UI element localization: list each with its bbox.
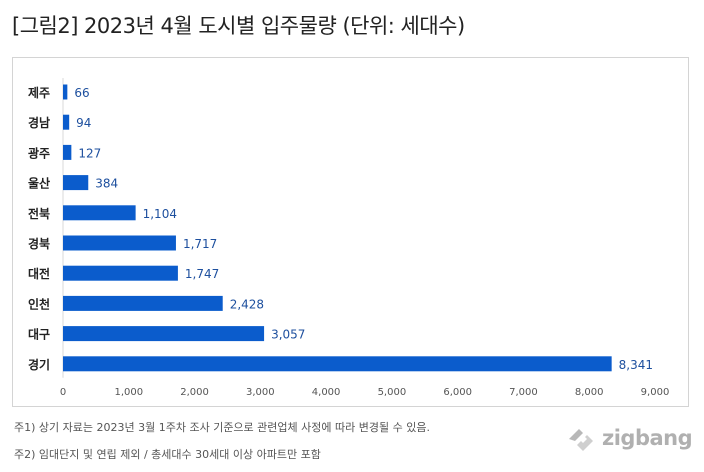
value-label: 2,428: [230, 297, 264, 311]
brand-logo: zigbang: [566, 424, 693, 452]
category-label: 경기: [28, 357, 50, 372]
bar: [63, 175, 89, 191]
x-tick-label: 1,000: [114, 387, 143, 398]
chart-area: 0 1,000 2,000 3,000 4,000 5,000 6,000 7,000 8,00…: [12, 57, 689, 407]
x-tick-label: 0: [60, 387, 66, 398]
bar: [63, 356, 612, 372]
category-label: 대구: [28, 328, 50, 342]
value-label: 384: [95, 177, 118, 191]
bar: [63, 114, 70, 130]
value-label: 1,104: [143, 207, 177, 221]
footnote-1: 주1) 상기 자료는 2023년 3월 1주차 조사 기준으로 관련업체 사정에…: [14, 421, 430, 434]
bar-chart: 0 1,000 2,000 3,000 4,000 5,000 6,000 7,000 8,00…: [28, 78, 670, 398]
bar: [63, 84, 68, 100]
x-tick-label: 5,000: [378, 387, 407, 398]
x-tick-label: 9,000: [641, 387, 670, 398]
bar: [63, 295, 223, 311]
footnote-2: 주2) 임대단지 및 연립 제외 / 총세대수 30세대 이상 아파트만 포함: [14, 448, 321, 461]
zigbang-logo-icon: [569, 429, 593, 451]
value-label: 8,341: [619, 358, 653, 372]
category-label: 제주: [28, 86, 50, 100]
value-label: 66: [74, 86, 89, 100]
x-tick-label: 2,000: [180, 387, 209, 398]
brand-name: zigbang: [602, 426, 693, 450]
x-tick-label: 8,000: [575, 387, 604, 398]
bar: [63, 326, 265, 342]
bar: [63, 144, 72, 160]
bar: [63, 205, 136, 221]
category-label: 대전: [28, 266, 50, 281]
x-tick-label: 4,000: [312, 387, 341, 398]
category-label: 경남: [28, 115, 50, 130]
category-label: 경북: [28, 237, 50, 251]
x-tick-label: 6,000: [443, 387, 472, 398]
value-label: 1,717: [183, 237, 217, 251]
value-label: 1,747: [185, 267, 219, 281]
category-label: 울산: [28, 176, 50, 191]
bar: [63, 265, 178, 281]
x-tick-label: 7,000: [509, 387, 538, 398]
bar: [63, 235, 176, 251]
category-label: 인천: [28, 296, 50, 311]
chart-title: [그림2] 2023년 4월 도시별 입주물량 (단위: 세대수): [12, 14, 465, 38]
value-label: 94: [76, 116, 91, 130]
value-label: 127: [78, 146, 101, 160]
x-tick-label: 3,000: [246, 387, 275, 398]
value-label: 3,057: [271, 328, 305, 342]
category-label: 광주: [28, 145, 50, 160]
category-label: 전북: [28, 206, 50, 221]
